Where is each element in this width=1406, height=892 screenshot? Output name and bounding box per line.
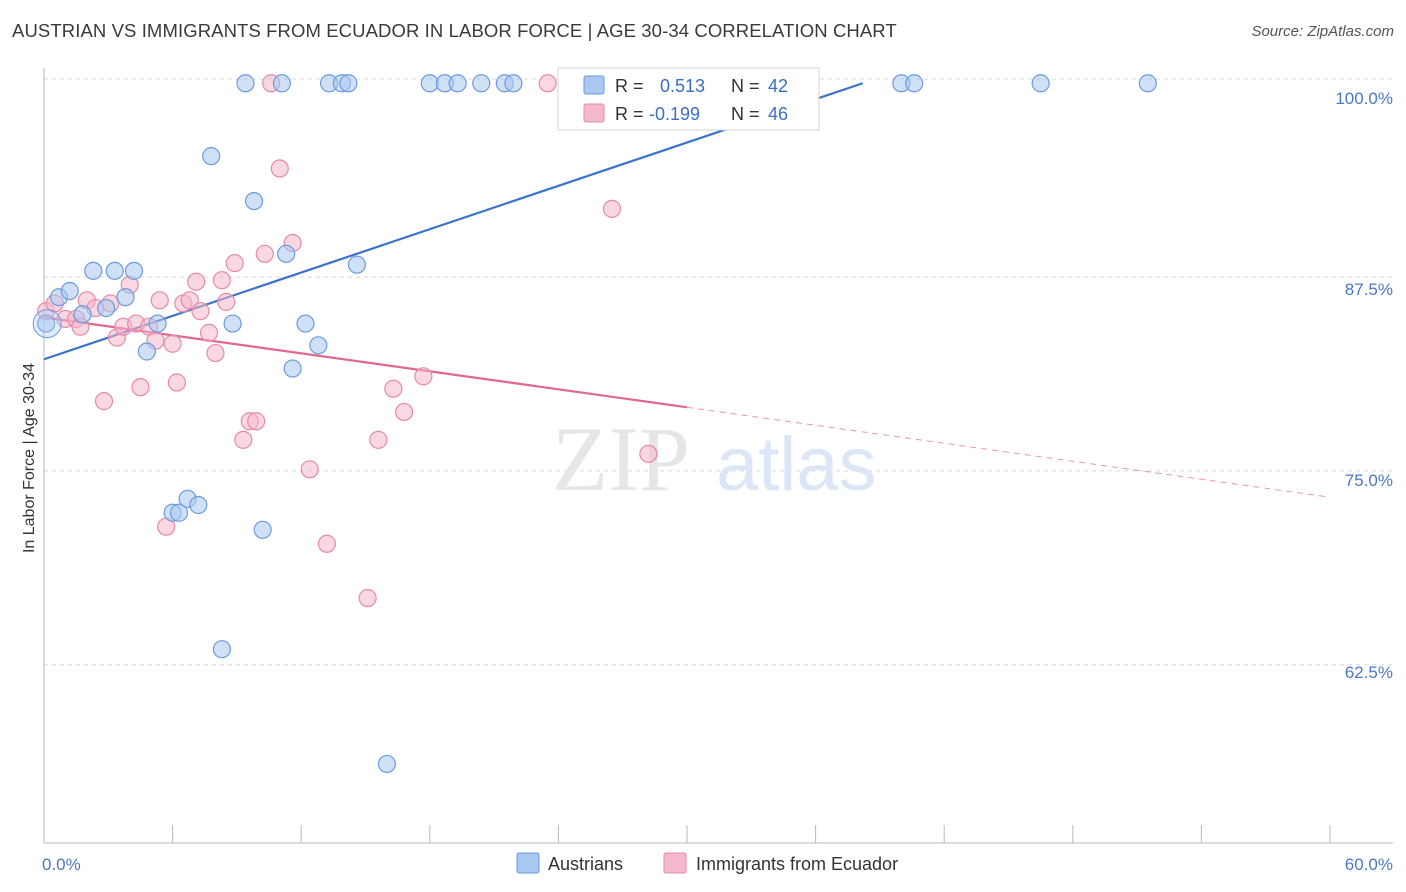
austrians-point-7	[116, 288, 135, 307]
ecuador-point-32	[255, 244, 274, 263]
austrians-point-24	[296, 314, 315, 333]
series-legend-label-ecuador: Immigrants from Ecuador	[696, 854, 898, 874]
austrians-point-9	[137, 342, 156, 361]
legend-n-label-austrians: N =	[731, 76, 760, 96]
ecuador-point-42	[414, 367, 433, 386]
austrians-point-6	[105, 261, 124, 280]
austrians-point-40	[1031, 74, 1050, 93]
ecuador-point-37	[317, 534, 337, 553]
ecuador-point-21	[180, 291, 199, 310]
ecuador-point-45	[639, 444, 658, 463]
austrians-point-25	[309, 336, 328, 355]
austrians-point-33	[448, 74, 467, 93]
x-tick-label-max: 60.0%	[1345, 855, 1393, 874]
austrians-point-2	[60, 281, 79, 301]
ecuador-point-27	[217, 292, 236, 311]
austrians-point-29	[347, 255, 367, 274]
ecuador-point-7	[94, 392, 114, 411]
watermark-atlas: atlas	[716, 422, 877, 507]
austrians-point-41	[1138, 74, 1157, 93]
ecuador-point-38	[358, 588, 377, 608]
austrians-point-36	[504, 74, 523, 93]
ecuador-point-18	[163, 334, 182, 353]
austrians-point-17	[223, 314, 242, 333]
austrians-point-3	[73, 305, 92, 324]
austrians-point-20	[253, 520, 272, 539]
austrians-point-0	[37, 314, 56, 333]
ecuador-point-41	[394, 402, 414, 422]
ecuador-point-40	[384, 379, 403, 398]
austrians-point-39	[905, 74, 924, 93]
ecuador-point-34	[270, 159, 289, 178]
stats-legend: R = 0.513 N = 42 R = -0.199 N = 46	[557, 67, 820, 131]
legend-swatch-ecuador	[583, 103, 605, 123]
ecuador-point-26	[212, 271, 231, 290]
ecuador-point-31	[247, 412, 266, 431]
gridlines	[44, 78, 1393, 666]
austrians-point-28	[339, 74, 358, 93]
ecuador-point-28	[225, 254, 244, 273]
austrians-point-4	[84, 261, 103, 280]
series-legend-swatch-austrians	[516, 852, 540, 874]
austrians-point-cluster	[32, 309, 62, 339]
legend-n-label-ecuador: N =	[731, 104, 760, 124]
x-tick-label-min: 0.0%	[42, 855, 81, 874]
austrians-point-8	[124, 261, 144, 280]
ecuador-point-36	[300, 460, 319, 479]
watermark: ZIP atlas	[552, 408, 877, 510]
ecuador-point-13	[131, 378, 150, 397]
ecuador-point-24	[199, 323, 219, 342]
austrians-point-10	[148, 314, 167, 333]
ecuador-point-23	[191, 302, 210, 321]
legend-r-label-austrians: R =	[615, 76, 644, 96]
y-tick-label-75: 75.0%	[1345, 471, 1393, 490]
axes	[43, 68, 1393, 844]
austrians-point-19	[244, 191, 264, 211]
legend-n-value-austrians: 42	[768, 76, 788, 96]
austrians-point-34	[472, 74, 491, 93]
austrians-point-22	[277, 244, 296, 263]
austrians-point-12	[169, 503, 189, 522]
y-tick-label-87-5: 87.5%	[1345, 280, 1393, 299]
series-ecuador-points	[37, 74, 658, 608]
austrians-point-14	[189, 495, 208, 515]
austrians-point-16	[212, 640, 231, 659]
series-austrians-points	[37, 74, 1157, 774]
trend-line-ecuador-extrapolated	[686, 406, 1331, 498]
legend-r-label-ecuador: R =	[615, 104, 644, 124]
austrians-point-23	[283, 359, 302, 378]
legend-r-value-ecuador: -0.199	[649, 104, 700, 124]
y-axis-label: In Labor Force | Age 30-34	[21, 363, 38, 553]
watermark-zip: ZIP	[552, 408, 690, 510]
legend-n-value-ecuador: 46	[768, 104, 788, 124]
ecuador-point-19	[167, 373, 186, 392]
series-legend: Austrians Immigrants from Ecuador	[516, 852, 898, 874]
austrians-point-5	[97, 298, 116, 318]
legend-swatch-austrians	[583, 75, 605, 95]
data-points	[32, 74, 1157, 774]
ecuador-point-39	[369, 430, 388, 449]
austrians-point-21	[272, 74, 292, 93]
austrians-point-18	[236, 74, 255, 93]
legend-r-value-austrians: 0.513	[660, 76, 705, 96]
source-label: Source: ZipAtlas.com	[1251, 23, 1394, 40]
ecuador-point-44	[602, 199, 622, 218]
ecuador-point-22	[187, 272, 206, 291]
ecuador-point-16	[150, 291, 169, 310]
ecuador-point-25	[206, 343, 225, 363]
series-legend-swatch-ecuador	[663, 852, 687, 874]
y-tick-label-100: 100.0%	[1335, 89, 1393, 108]
chart-title: AUSTRIAN VS IMMIGRANTS FROM ECUADOR IN L…	[12, 20, 897, 41]
y-tick-label-62-5: 62.5%	[1345, 663, 1393, 682]
austrians-point-30	[377, 754, 397, 774]
ecuador-point-29	[234, 430, 253, 449]
ecuador-point-43	[538, 74, 557, 93]
austrians-point-15	[202, 147, 221, 166]
series-legend-label-austrians: Austrians	[548, 854, 623, 874]
